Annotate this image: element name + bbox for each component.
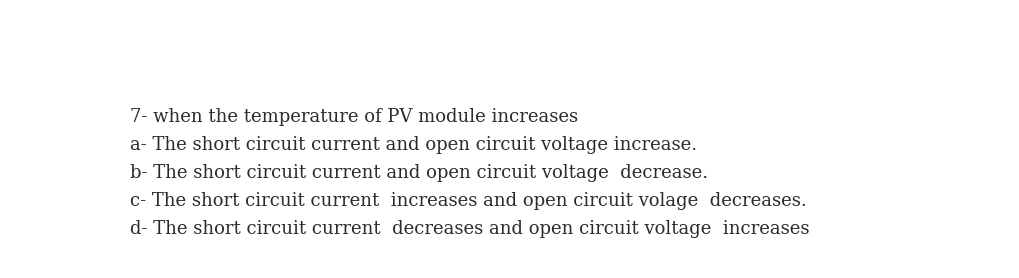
Text: a- The short circuit current and open circuit voltage increase.: a- The short circuit current and open ci… xyxy=(130,136,697,154)
Text: b- The short circuit current and open circuit voltage  decrease.: b- The short circuit current and open ci… xyxy=(130,164,708,182)
Text: 7- when the temperature of PV module increases: 7- when the temperature of PV module inc… xyxy=(130,108,578,126)
Text: c- The short circuit current  increases and open circuit volage  decreases.: c- The short circuit current increases a… xyxy=(130,192,807,210)
Text: d- The short circuit current  decreases and open circuit voltage  increases: d- The short circuit current decreases a… xyxy=(130,220,809,238)
